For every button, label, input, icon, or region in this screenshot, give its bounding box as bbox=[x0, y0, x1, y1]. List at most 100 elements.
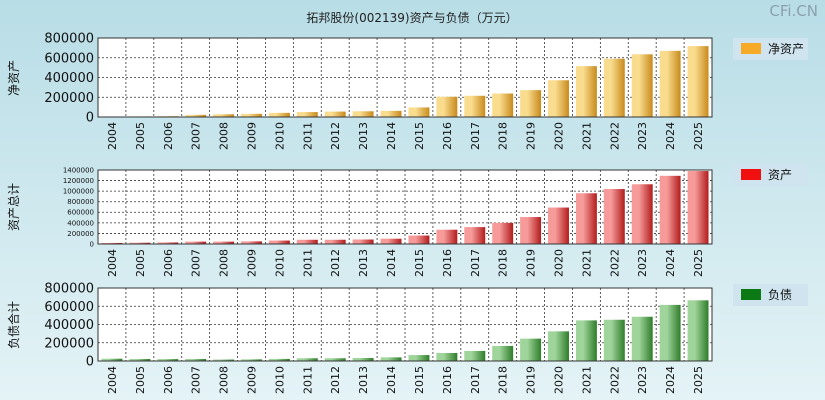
bar-net-assets-2025 bbox=[687, 46, 709, 117]
x-tick-label: 2020 bbox=[553, 366, 566, 394]
bar-total-assets-2005 bbox=[129, 242, 151, 244]
legend-swatch bbox=[741, 169, 761, 180]
y-axis-label: 净资产 bbox=[7, 60, 21, 96]
panel-total-assets: 0 200000 400000 600000 800000 1000000 1200000 1… bbox=[7, 164, 808, 277]
x-tick-label: 2021 bbox=[580, 249, 593, 277]
x-tick-label: 2017 bbox=[469, 366, 482, 394]
y-tick-label: 200000 bbox=[67, 230, 94, 238]
x-tick-label: 2024 bbox=[664, 122, 677, 150]
y-tick-label: 400000 bbox=[44, 71, 94, 86]
legend-liabilities: 负债 bbox=[733, 284, 808, 306]
bar-total-assets-2013 bbox=[352, 239, 374, 244]
bar-total-assets-2012 bbox=[324, 239, 346, 244]
bar-net-assets-2013 bbox=[352, 111, 374, 117]
y-axis-label: 资产总计 bbox=[7, 183, 21, 231]
bar-liabilities-2010 bbox=[268, 358, 290, 361]
panel-net-assets: 0 200000 400000 600000 800000 2004 2005 2006 200… bbox=[7, 32, 808, 150]
x-tick-label: 2018 bbox=[497, 249, 510, 277]
bar-net-assets-2015 bbox=[408, 107, 430, 117]
bar-net-assets-2024 bbox=[659, 50, 681, 117]
x-tick-label: 2024 bbox=[664, 366, 677, 394]
bar-total-assets-2018 bbox=[492, 222, 514, 244]
bar-net-assets-2018 bbox=[492, 93, 514, 117]
x-tick-label: 2013 bbox=[357, 366, 370, 394]
x-tick-label: 2022 bbox=[608, 122, 621, 150]
bar-liabilities-2009 bbox=[241, 359, 262, 361]
y-tick-label: 800000 bbox=[67, 198, 94, 206]
x-tick-label: 2009 bbox=[246, 249, 259, 277]
x-tick-label: 2023 bbox=[636, 249, 649, 277]
bar-total-assets-2024 bbox=[659, 175, 681, 244]
x-tick-label: 2019 bbox=[525, 122, 538, 150]
chart-title: 拓邦股份(002139)资产与负债（万元） bbox=[306, 11, 517, 25]
bar-liabilities-2006 bbox=[157, 359, 179, 361]
y-tick-label: 800000 bbox=[44, 32, 94, 47]
x-tick-label: 2010 bbox=[273, 366, 286, 394]
y-tick-label: 400000 bbox=[67, 219, 94, 227]
bar-liabilities-2017 bbox=[464, 350, 486, 361]
legend-total-assets: 资产 bbox=[733, 164, 808, 186]
x-tick-label: 2022 bbox=[608, 366, 621, 394]
bar-total-assets-2021 bbox=[575, 193, 597, 244]
bar-total-assets-2017 bbox=[464, 227, 486, 244]
legend-label: 净资产 bbox=[768, 42, 804, 56]
x-tick-label: 2015 bbox=[413, 366, 426, 394]
x-tick-label: 2023 bbox=[636, 366, 649, 394]
x-tick-label: 2018 bbox=[497, 366, 510, 394]
x-tick-label: 2007 bbox=[190, 122, 203, 150]
x-tick-label: 2010 bbox=[273, 122, 286, 150]
x-tick-label: 2021 bbox=[580, 122, 593, 150]
x-tick-label: 2012 bbox=[329, 122, 342, 150]
bar-liabilities-2012 bbox=[324, 358, 346, 361]
bar-liabilities-2007 bbox=[185, 358, 207, 361]
x-tick-label: 2005 bbox=[134, 249, 147, 277]
bar-net-assets-2021 bbox=[575, 66, 597, 117]
x-tick-label: 2005 bbox=[134, 122, 147, 150]
x-tick-label: 2016 bbox=[441, 366, 454, 394]
bar-liabilities-2004 bbox=[101, 358, 123, 361]
x-tick-label: 2025 bbox=[692, 366, 705, 394]
bar-liabilities-2005 bbox=[129, 358, 151, 361]
x-tick-label: 2020 bbox=[553, 122, 566, 150]
x-tick-label: 2004 bbox=[106, 249, 119, 277]
bar-total-assets-2009 bbox=[241, 241, 262, 244]
x-tick-label: 2008 bbox=[218, 366, 231, 394]
x-tick-label: 2013 bbox=[357, 249, 370, 277]
bar-net-assets-2010 bbox=[268, 112, 290, 117]
x-tick-label: 2012 bbox=[329, 366, 342, 394]
x-tick-label: 2009 bbox=[246, 122, 259, 150]
x-tick-label: 2006 bbox=[162, 366, 175, 394]
bar-liabilities-2022 bbox=[603, 319, 625, 361]
bar-total-assets-2016 bbox=[436, 229, 458, 244]
bar-net-assets-2009 bbox=[241, 113, 262, 117]
bar-liabilities-2020 bbox=[548, 331, 569, 361]
x-tick-label: 2004 bbox=[106, 122, 119, 150]
bar-total-assets-2022 bbox=[603, 189, 625, 244]
bar-net-assets-2016 bbox=[436, 96, 458, 117]
y-tick-label: 600000 bbox=[44, 300, 94, 315]
x-tick-label: 2016 bbox=[441, 122, 454, 150]
bar-total-assets-2020 bbox=[548, 207, 569, 244]
x-tick-label: 2006 bbox=[162, 249, 175, 277]
bar-liabilities-2024 bbox=[659, 304, 681, 361]
y-tick-label: 1000000 bbox=[63, 188, 94, 196]
legend-swatch bbox=[741, 289, 761, 300]
x-tick-label: 2016 bbox=[441, 249, 454, 277]
x-tick-label: 2015 bbox=[413, 249, 426, 277]
bar-liabilities-2015 bbox=[408, 355, 430, 361]
bar-net-assets-2011 bbox=[296, 112, 318, 117]
bar-liabilities-2021 bbox=[575, 320, 597, 361]
x-tick-label: 2014 bbox=[385, 122, 398, 150]
y-tick-label: 200000 bbox=[44, 91, 94, 106]
bar-total-assets-2015 bbox=[408, 235, 430, 244]
y-tick-label: 400000 bbox=[44, 318, 94, 333]
bar-total-assets-2025 bbox=[687, 171, 709, 244]
legend-swatch bbox=[741, 43, 761, 54]
bar-liabilities-2011 bbox=[296, 358, 318, 361]
bar-total-assets-2011 bbox=[296, 239, 318, 244]
bar-net-assets-2014 bbox=[380, 110, 402, 117]
legend-net-assets: 净资产 bbox=[733, 38, 808, 60]
x-tick-label: 2011 bbox=[301, 366, 314, 394]
